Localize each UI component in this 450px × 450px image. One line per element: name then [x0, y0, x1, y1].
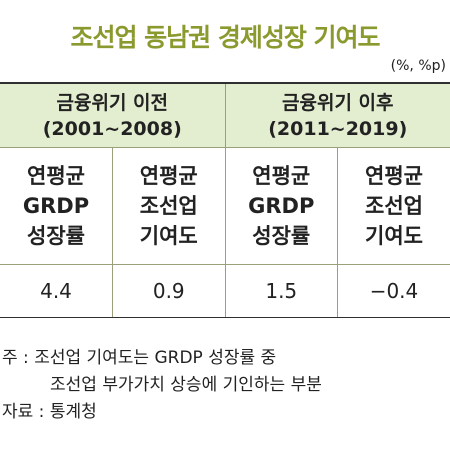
value-before-shipbuilding: 0.9	[112, 264, 225, 318]
footnote-text-1: 조선업 기여도는 GRDP 성장률 중	[34, 348, 277, 368]
source-note: 자료 : 통계청	[2, 402, 97, 422]
column-header-line: 연평균	[365, 164, 423, 188]
column-header-line: 연평균	[252, 164, 311, 188]
footnote-prefix: 주 :	[2, 348, 35, 368]
column-header-line: 성장률	[252, 224, 311, 248]
group-header-after: 금융위기 이후 (2011~2019)	[224, 82, 450, 148]
value-after-shipbuilding: −0.4	[337, 264, 450, 318]
footnote-line: 주 : 조선업 기여도는 GRDP 성장률 중	[2, 345, 322, 372]
column-header-row: 연평균 GRDP 성장률 연평균 조선업 기여도 연평균 GRDP 성장률 연평…	[0, 147, 450, 265]
column-header-line: 기여도	[365, 224, 423, 248]
page-title: 조선업 동남권 경제성장 기여도	[70, 23, 380, 52]
group-after-label: 금융위기 이후	[282, 91, 394, 114]
unit-label: (%, %p)	[390, 58, 446, 74]
column-header-line: 성장률	[27, 224, 85, 248]
group-header-row: 금융위기 이전 (2001~2008) 금융위기 이후 (2011~2019)	[0, 82, 450, 148]
column-header-line: 연평균	[27, 164, 85, 188]
column-header-before-grdp: 연평균 GRDP 성장률	[0, 147, 113, 265]
column-header-line: 연평균	[139, 164, 198, 188]
column-header-before-shipbuilding: 연평균 조선업 기여도	[112, 147, 225, 265]
footnotes: 주 : 조선업 기여도는 GRDP 성장률 중 조선업 부가가치 상승에 기인하…	[2, 345, 322, 426]
table-row: 4.4 0.9 1.5 −0.4	[0, 264, 450, 318]
group-after-period: (2011~2019)	[268, 117, 408, 140]
column-header-line: 조선업	[365, 194, 423, 218]
data-table: 금융위기 이전 (2001~2008) 금융위기 이후 (2011~2019) …	[0, 82, 450, 318]
column-header-after-grdp: 연평균 GRDP 성장률	[224, 147, 338, 265]
group-before-label: 금융위기 이전	[56, 91, 169, 114]
group-header-before: 금융위기 이전 (2001~2008)	[0, 82, 225, 148]
footnote-text-2: 조선업 부가가치 상승에 기인하는 부분	[50, 375, 322, 395]
column-header-line: 조선업	[139, 194, 198, 218]
value-after-grdp: 1.5	[224, 264, 338, 318]
value-before-grdp: 4.4	[0, 264, 113, 318]
group-before-period: (2001~2008)	[42, 117, 182, 140]
column-header-line: GRDP	[248, 194, 315, 218]
column-header-line: GRDP	[22, 194, 90, 218]
column-header-line: 기여도	[139, 224, 198, 248]
column-header-after-shipbuilding: 연평균 조선업 기여도	[337, 147, 450, 265]
